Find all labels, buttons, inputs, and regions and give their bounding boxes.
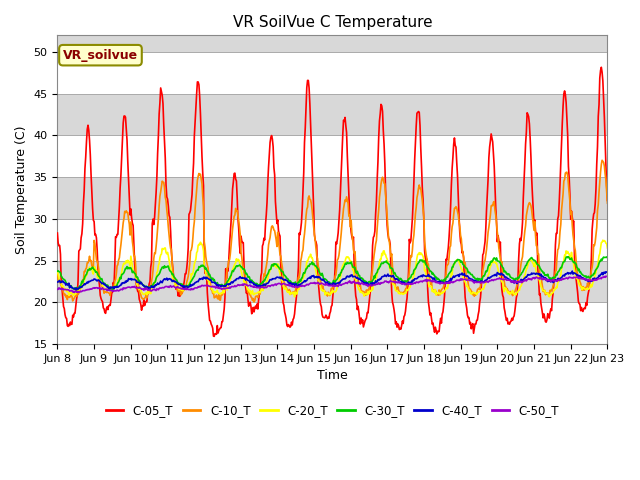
C-05_T: [120, 113, 128, 119]
C-30_T: [72, 288, 79, 294]
C-20_T: [599, 237, 607, 243]
C-20_T: [176, 287, 184, 292]
C-30_T: [206, 272, 214, 277]
C-40_T: [568, 268, 576, 274]
C-50_T: [70, 289, 78, 295]
C-50_T: [206, 283, 214, 289]
C-30_T: [54, 268, 61, 274]
C-20_T: [416, 252, 424, 257]
X-axis label: Time: Time: [317, 369, 348, 382]
C-20_T: [205, 277, 212, 283]
Legend: C-05_T, C-10_T, C-20_T, C-30_T, C-40_T, C-50_T: C-05_T, C-10_T, C-20_T, C-30_T, C-40_T, …: [101, 399, 564, 421]
C-50_T: [63, 287, 71, 293]
C-05_T: [205, 309, 212, 315]
Bar: [58, 302, 607, 344]
C-30_T: [564, 254, 572, 260]
C-10_T: [63, 297, 71, 302]
C-50_T: [604, 274, 611, 279]
Bar: [58, 177, 607, 219]
C-05_T: [400, 314, 408, 320]
C-10_T: [400, 289, 408, 295]
C-30_T: [400, 278, 408, 284]
Bar: [58, 261, 607, 302]
C-05_T: [604, 197, 611, 203]
C-05_T: [176, 293, 184, 299]
C-20_T: [400, 291, 408, 297]
C-10_T: [598, 157, 606, 163]
Text: VR_soilvue: VR_soilvue: [63, 48, 138, 62]
C-50_T: [416, 279, 424, 285]
Bar: [58, 219, 607, 261]
C-40_T: [177, 282, 184, 288]
C-40_T: [604, 269, 611, 275]
C-20_T: [54, 270, 61, 276]
Line: C-40_T: C-40_T: [58, 271, 607, 289]
C-20_T: [291, 294, 298, 300]
Bar: [58, 135, 607, 177]
C-10_T: [176, 286, 184, 292]
C-20_T: [604, 245, 611, 251]
Line: C-05_T: C-05_T: [58, 67, 607, 336]
C-40_T: [54, 279, 61, 285]
C-30_T: [121, 267, 129, 273]
Line: C-30_T: C-30_T: [58, 257, 607, 291]
Y-axis label: Soil Temperature (C): Soil Temperature (C): [15, 125, 28, 254]
C-05_T: [416, 122, 424, 128]
C-10_T: [250, 299, 258, 305]
C-05_T: [63, 323, 71, 328]
C-05_T: [211, 334, 218, 339]
C-50_T: [54, 287, 61, 292]
Line: C-20_T: C-20_T: [58, 240, 607, 297]
Line: C-10_T: C-10_T: [58, 160, 607, 302]
C-05_T: [54, 230, 61, 236]
C-40_T: [416, 274, 424, 279]
C-30_T: [63, 281, 71, 287]
C-40_T: [400, 280, 408, 286]
C-40_T: [72, 287, 79, 292]
C-10_T: [120, 216, 128, 221]
Line: C-50_T: C-50_T: [58, 276, 607, 292]
C-20_T: [63, 286, 71, 292]
C-50_T: [400, 281, 408, 287]
C-50_T: [602, 273, 610, 279]
C-40_T: [206, 277, 214, 283]
C-40_T: [63, 282, 71, 288]
Bar: [58, 52, 607, 94]
Title: VR SoilVue C Temperature: VR SoilVue C Temperature: [232, 15, 432, 30]
C-05_T: [598, 64, 605, 70]
C-50_T: [121, 285, 129, 291]
C-10_T: [416, 186, 424, 192]
C-40_T: [121, 280, 129, 286]
C-50_T: [177, 286, 184, 291]
C-10_T: [205, 273, 212, 279]
C-10_T: [54, 270, 61, 276]
C-30_T: [604, 255, 611, 261]
C-20_T: [120, 260, 128, 266]
C-10_T: [604, 200, 611, 206]
Bar: [58, 10, 607, 52]
C-30_T: [177, 281, 184, 287]
Bar: [58, 94, 607, 135]
C-30_T: [416, 257, 424, 263]
